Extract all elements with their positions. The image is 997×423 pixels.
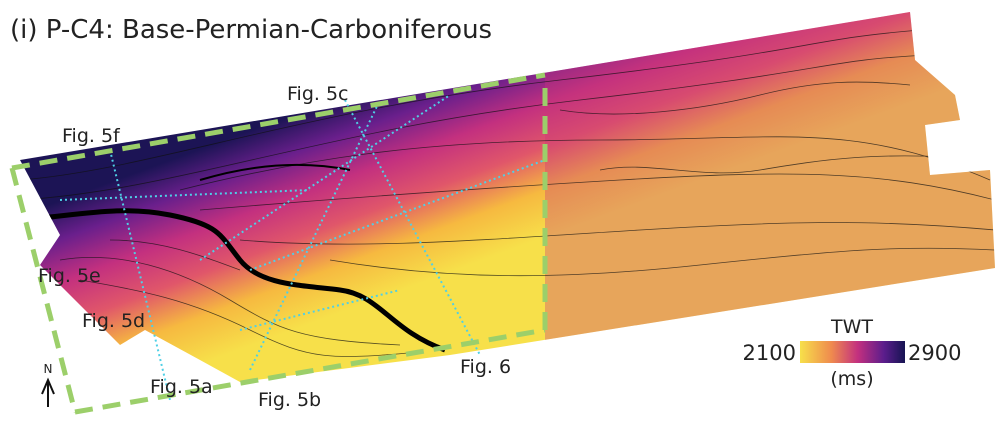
- title: (i) P-C4: Base-Permian-Carboniferous: [10, 15, 492, 45]
- legend-max: 2900: [908, 341, 961, 365]
- legend-unit: (ms): [830, 368, 873, 390]
- figure-label: Fig. 5a: [150, 376, 213, 398]
- colorbar: [800, 341, 905, 363]
- north-arrow: [42, 380, 54, 407]
- map-figure: (i) P-C4: Base-Permian-Carboniferous: [0, 0, 997, 423]
- legend-title: TWT: [830, 316, 873, 338]
- legend-min: 2100: [743, 341, 796, 365]
- north-label: N: [44, 362, 53, 376]
- figure-label: Fig. 5f: [62, 125, 121, 147]
- figure-label: Fig. 5d: [82, 310, 145, 332]
- figure-label: Fig. 5b: [258, 389, 321, 411]
- figure-label: Fig. 6: [460, 356, 511, 378]
- figure-label: Fig. 5e: [38, 265, 101, 287]
- figure-label: Fig. 5c: [287, 83, 349, 105]
